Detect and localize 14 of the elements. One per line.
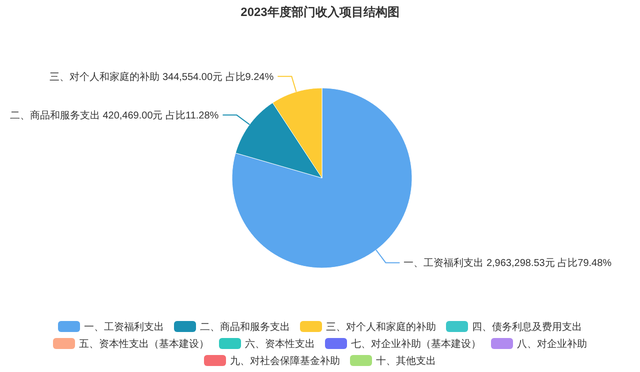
- category-label: 三、对个人和家庭的补助 344,554.00元 占比9.24%: [50, 72, 274, 83]
- legend-label: 七、对企业补助（基本建设）: [351, 338, 481, 350]
- legend-label: 三、对个人和家庭的补助: [326, 321, 436, 333]
- legend-label: 二、商品和服务支出: [200, 321, 290, 333]
- legend-label: 九、对社会保障基金补助: [230, 355, 340, 367]
- category-label: 一、工资福利支出 2,963,298.53元 占比79.48%: [404, 258, 612, 270]
- legend-label: 八、对企业补助: [517, 338, 587, 350]
- legend-label: 十、其他支出: [376, 355, 436, 367]
- legend-label: 六、资本性支出: [245, 338, 315, 350]
- legend-label: 五、资本性支出（基本建设）: [79, 338, 209, 350]
- legend-label: 四、债务利息及费用支出: [472, 321, 582, 333]
- chart-title: 2023年度部门收入项目结构图: [240, 5, 400, 19]
- legend-label: 一、工资福利支出: [84, 321, 164, 333]
- category-label: 二、商品和服务支出 420,469.00元 占比11.28%: [10, 110, 219, 122]
